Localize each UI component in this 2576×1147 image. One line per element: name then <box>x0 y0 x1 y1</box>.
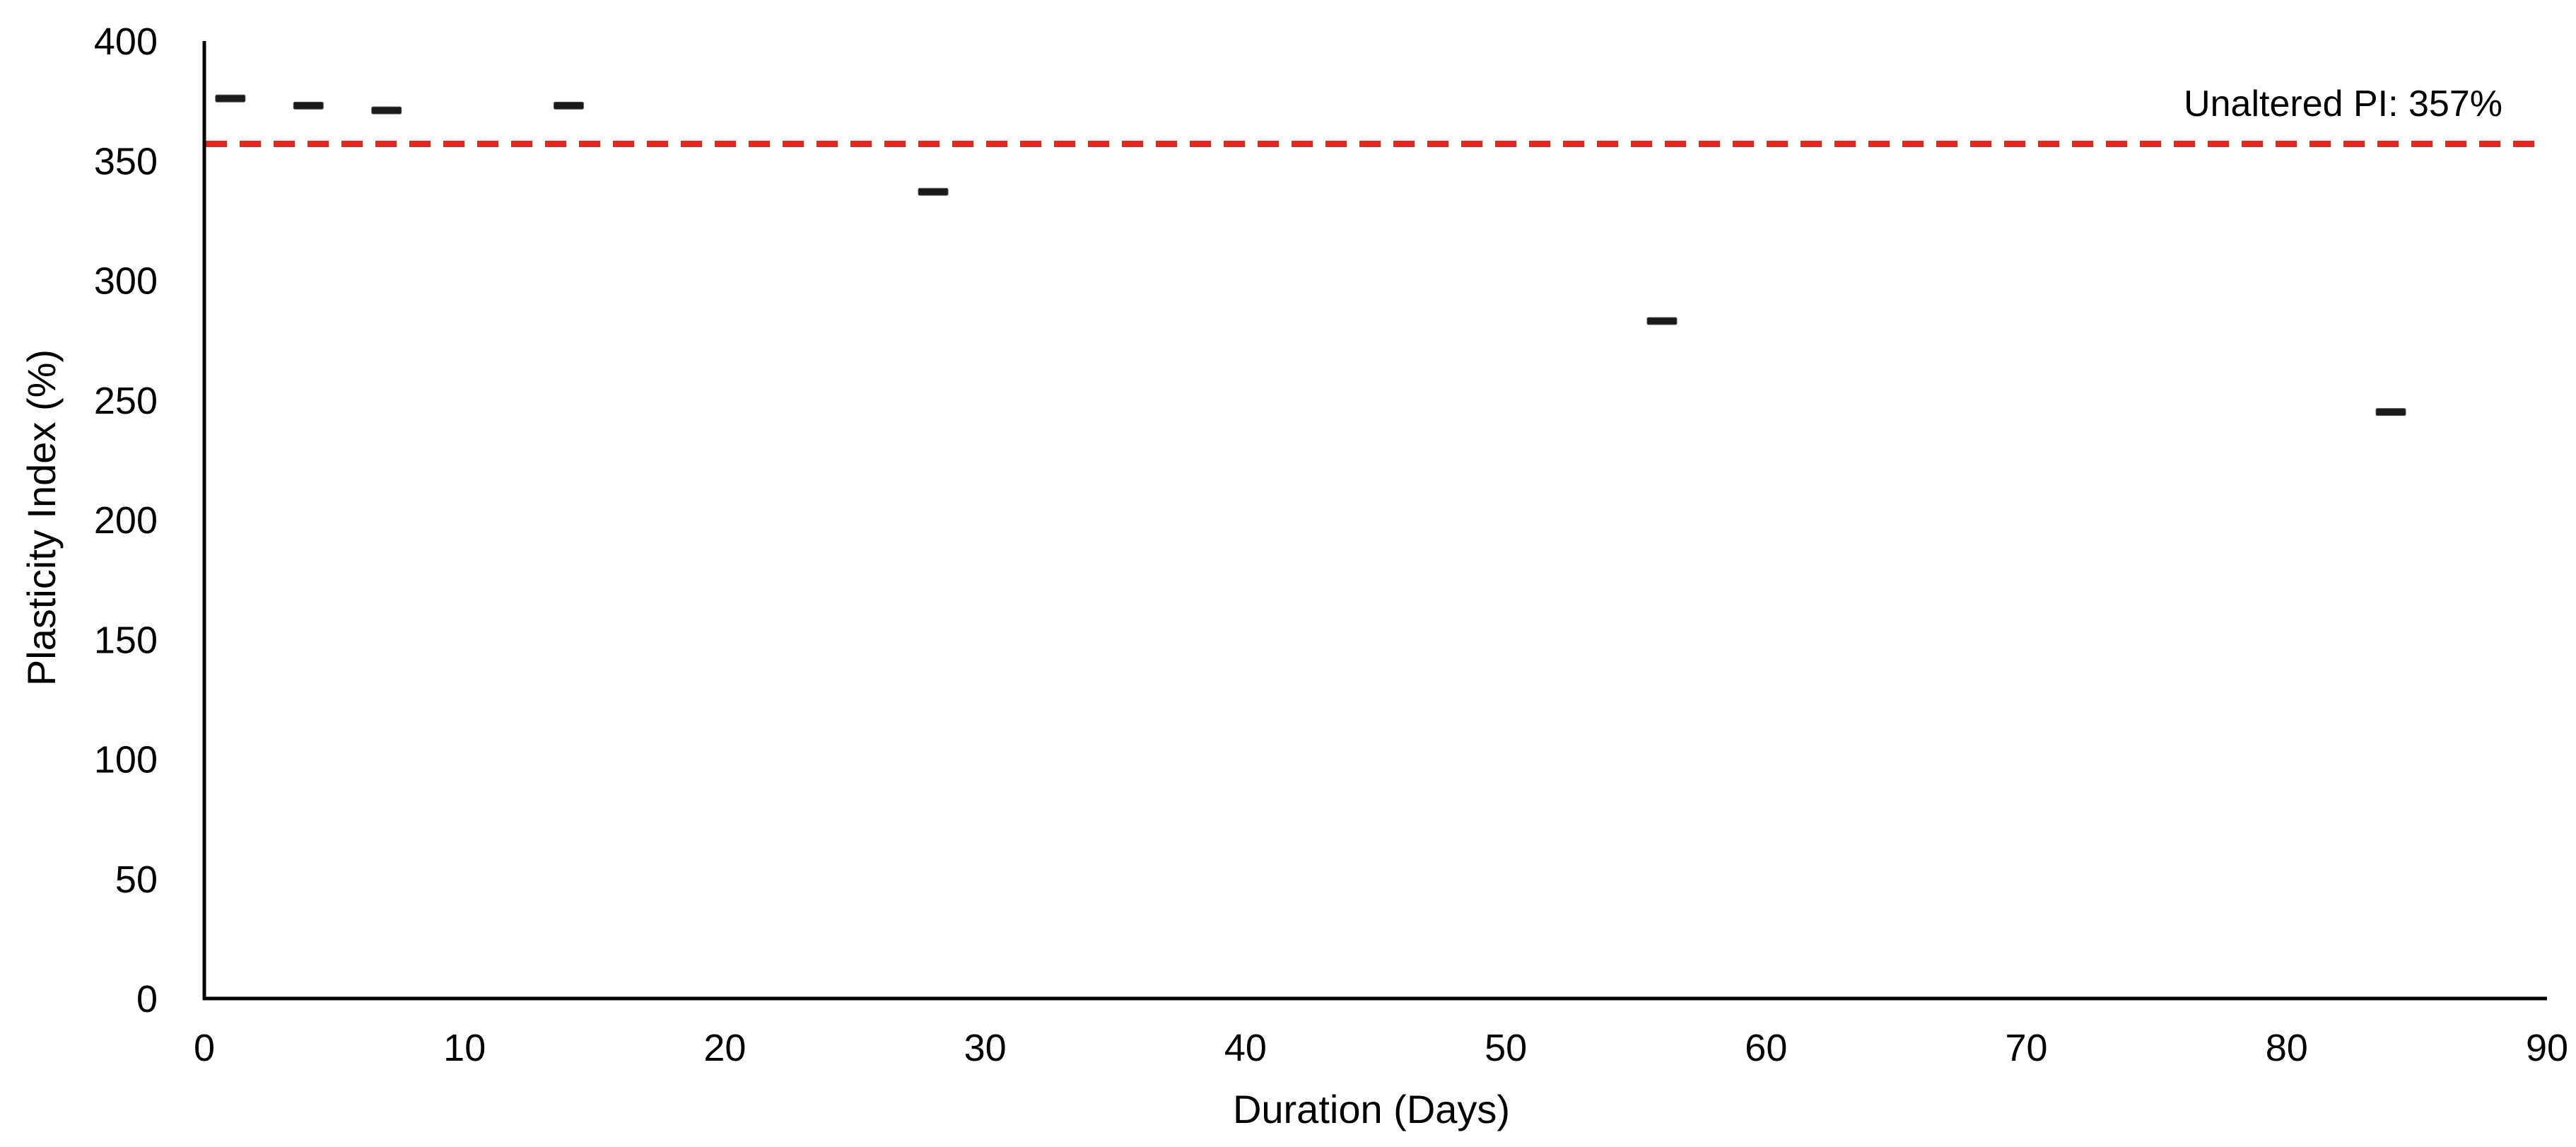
x-tick-label: 70 <box>2006 1027 2048 1069</box>
data-point <box>554 101 585 110</box>
axes <box>202 41 2547 1001</box>
x-tick-label: 30 <box>964 1027 1007 1069</box>
data-points <box>215 94 2406 417</box>
reference-line-label: Unaltered PI: 357% <box>2184 83 2502 124</box>
x-tick-label: 80 <box>2266 1027 2308 1069</box>
data-point <box>918 187 949 196</box>
y-tick-label: 0 <box>136 978 158 1020</box>
y-tick-label: 50 <box>115 858 158 901</box>
x-tick-label: 10 <box>443 1027 486 1069</box>
y-axis-title: Plasticity Index (%) <box>19 349 64 686</box>
x-axis-title: Duration (Days) <box>1233 1087 1510 1131</box>
y-tick-label: 150 <box>94 619 158 661</box>
x-tick-label: 60 <box>1745 1027 1787 1069</box>
y-tick-label: 250 <box>94 380 158 422</box>
x-tick-label: 50 <box>1485 1027 1527 1069</box>
x-tick-label: 0 <box>194 1027 215 1069</box>
y-tick-label: 300 <box>94 260 158 303</box>
data-point <box>215 94 246 103</box>
y-tick-label: 100 <box>94 739 158 781</box>
tick-labels: 0 10 20 30 40 50 60 70 80 90 0 50 100 150 200 250 300 350… <box>94 21 2568 1069</box>
data-point <box>293 101 324 110</box>
data-point <box>2375 408 2406 417</box>
x-tick-label: 40 <box>1224 1027 1267 1069</box>
x-tick-label: 90 <box>2526 1027 2568 1069</box>
x-tick-label: 20 <box>703 1027 746 1069</box>
y-tick-label: 350 <box>94 140 158 182</box>
data-point <box>371 106 402 115</box>
y-tick-label: 200 <box>94 499 158 542</box>
data-point <box>1646 317 1678 325</box>
y-tick-label: 400 <box>94 21 158 63</box>
